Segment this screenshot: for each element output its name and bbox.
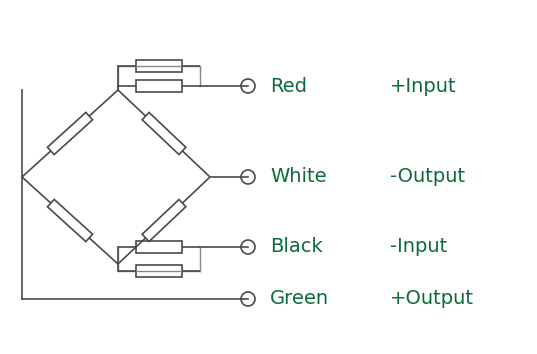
Bar	[136, 265, 182, 277]
Text: Green: Green	[270, 290, 329, 308]
Bar	[136, 241, 182, 253]
Text: -Input: -Input	[390, 238, 447, 257]
Text: Black: Black	[270, 238, 323, 257]
Text: +Output: +Output	[390, 290, 474, 308]
Bar	[136, 60, 182, 72]
Text: White: White	[270, 167, 326, 187]
Text: -Output: -Output	[390, 167, 465, 187]
Text: +Input: +Input	[390, 76, 456, 96]
Bar	[136, 80, 182, 92]
Text: Red: Red	[270, 76, 307, 96]
